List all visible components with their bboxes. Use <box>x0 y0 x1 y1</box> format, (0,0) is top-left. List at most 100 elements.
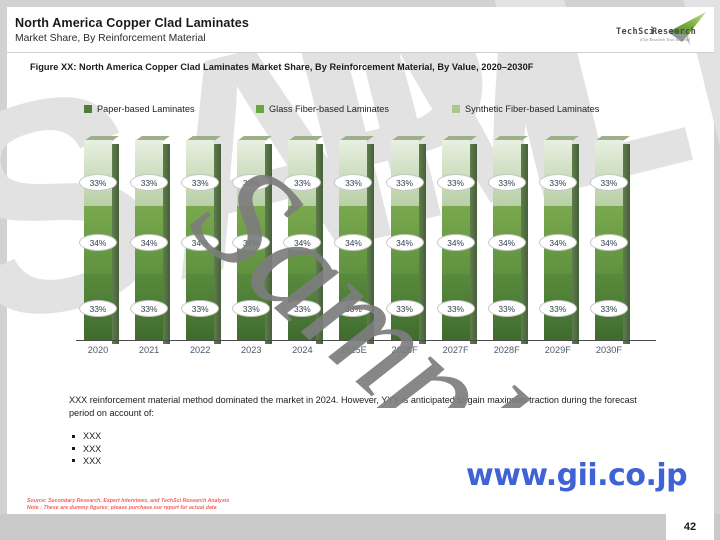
bar-data-label: 33% <box>79 174 117 191</box>
body-paragraph: XXX reinforcement material method domina… <box>69 395 637 418</box>
bar-data-label: 33% <box>130 300 169 317</box>
legend-item-paper-based: Paper-based Laminates <box>84 104 195 114</box>
bar-segment-synthetic-fiber-based-laminates <box>543 140 572 206</box>
legend-item-glass-fiber: Glass Fiber-based Laminates <box>256 104 389 114</box>
bar-segment-synthetic-fiber-based-laminates <box>390 140 419 206</box>
bar-data-label: 33% <box>334 300 373 317</box>
x-axis-line <box>76 340 656 342</box>
bar-data-label: 34% <box>334 234 373 251</box>
chart-legend: Paper-based Laminates Glass Fiber-based … <box>84 104 644 118</box>
bar-segment-synthetic-fiber-based-laminates <box>237 140 266 206</box>
bar-data-label: 33% <box>232 300 271 317</box>
gii-site-watermark: www.gii.co.jp <box>466 458 688 493</box>
x-tick-2028F: 2028F <box>493 345 520 355</box>
page-subtitle: Market Share, By Reinforcement Material <box>15 33 206 44</box>
note-line: Note : These are dummy figures; please p… <box>27 505 217 511</box>
bar-data-label: 33% <box>436 300 475 317</box>
legend-item-synthetic-fiber: Synthetic Fiber-based Laminates <box>452 104 599 114</box>
bar-data-label: 34% <box>232 234 271 251</box>
bar-data-label: 33% <box>79 300 117 317</box>
svg-text:(Our Research Your Success): (Our Research Your Success) <box>640 37 691 42</box>
x-tick-2023: 2023 <box>241 345 262 355</box>
bar-2026F: 33% 34% 33% <box>385 136 426 344</box>
bar-data-label: 33% <box>538 174 577 191</box>
bar-data-label: 33% <box>385 300 424 317</box>
legend-swatch-icon <box>256 105 264 113</box>
list-item-label: XXX <box>83 431 102 442</box>
legend-label: Paper-based Laminates <box>97 104 195 114</box>
legend-swatch-icon <box>84 105 92 113</box>
x-tick-2025E: 2025E <box>340 345 367 355</box>
page-title: North America Copper Clad Laminates <box>15 16 249 30</box>
x-tick-2021: 2021 <box>138 345 160 355</box>
bar-segment-synthetic-fiber-based-laminates <box>186 140 215 206</box>
bar-data-label: 33% <box>334 174 373 191</box>
x-tick-2024: 2024 <box>292 345 313 355</box>
source-line: Source: Secondary Research, Expert Inter… <box>27 498 230 504</box>
bar-data-label: 33% <box>130 174 169 191</box>
bar-data-label: 34% <box>436 234 475 251</box>
bar-data-label: 33% <box>283 174 322 191</box>
bar-2027F: 33% 34% 33% <box>436 136 477 344</box>
x-tick-2030F: 2030F <box>595 345 622 355</box>
bar-segment-synthetic-fiber-based-laminates <box>441 140 470 206</box>
bar-2030F: 33% 34% 33% <box>589 136 630 344</box>
bar-data-label: 33% <box>487 174 526 191</box>
bullet-square-icon <box>72 447 75 451</box>
list-item-label: XXX <box>83 455 102 466</box>
bullet-square-icon <box>72 459 75 463</box>
bar-segment-synthetic-fiber-based-laminates <box>84 140 112 206</box>
bar-2021: 33% 34% 33% <box>130 136 171 344</box>
bar-data-label: 33% <box>232 174 271 191</box>
page-number: 42 <box>666 514 714 540</box>
list-item: XXX <box>72 442 372 454</box>
bar-segment-synthetic-fiber-based-laminates <box>135 140 164 206</box>
svg-text:Research: Research <box>652 27 696 37</box>
bar-data-label: 34% <box>589 234 628 251</box>
bar-2025E: 33% 34% 33% <box>334 136 375 344</box>
bar-2020: 33% 34% 33% <box>79 136 119 344</box>
bar-data-label: 33% <box>487 300 526 317</box>
bar-data-label: 34% <box>487 234 526 251</box>
x-tick-2027F: 2027F <box>442 345 469 355</box>
bar-2029F: 33% 34% 33% <box>538 136 579 344</box>
header-divider <box>7 52 714 53</box>
bar-2023: 33% 34% 33% <box>232 136 273 344</box>
x-tick-2026F: 2026F <box>391 345 418 355</box>
bar-2022: 33% 34% 33% <box>181 136 222 344</box>
bar-data-label: 34% <box>181 234 220 251</box>
legend-label: Synthetic Fiber-based Laminates <box>465 104 600 114</box>
bar-segment-synthetic-fiber-based-laminates <box>288 140 317 206</box>
techsci-research-logo: TechSci Research (Our Research Your Succ… <box>606 8 710 48</box>
bar-data-label: 34% <box>538 234 577 251</box>
bar-data-label: 34% <box>79 234 117 251</box>
x-tick-2022: 2022 <box>189 345 211 355</box>
page-top-band <box>0 0 720 7</box>
legend-swatch-icon <box>452 105 460 113</box>
bar-data-label: 34% <box>283 234 322 251</box>
bar-data-label: 33% <box>538 300 577 317</box>
bar-data-label: 34% <box>130 234 169 251</box>
list-item: XXX <box>72 430 372 442</box>
bar-data-label: 34% <box>385 234 424 251</box>
svg-text:TechSci: TechSci <box>616 26 655 37</box>
list-item-label: XXX <box>83 443 102 454</box>
bar-data-label: 33% <box>385 174 424 191</box>
slide-header: North America Copper Clad Laminates Mark… <box>7 7 714 52</box>
page-bottom-band <box>0 514 720 540</box>
figure-title: Figure XX: North America Copper Clad Lam… <box>30 62 534 72</box>
bar-segment-synthetic-fiber-based-laminates <box>492 140 521 206</box>
list-item: XXX <box>72 455 372 467</box>
bar-data-label: 33% <box>283 300 322 317</box>
bullet-square-icon <box>72 434 75 438</box>
stacked-bar-chart: 33% 34% 33% 33% 34% 33% 33% 34% 33% 33% 34% 33% 33% 3… <box>76 134 656 344</box>
page-right-edge <box>714 0 720 540</box>
x-tick-2029F: 2029F <box>544 345 571 355</box>
bar-data-label: 33% <box>181 300 220 317</box>
bar-segment-synthetic-fiber-based-laminates <box>594 140 623 206</box>
x-tick-2020: 2020 <box>87 345 109 355</box>
bar-2024: 33% 34% 33% <box>283 136 324 344</box>
bar-data-label: 33% <box>589 174 628 191</box>
source-note: Source: Secondary Research, Expert Inter… <box>27 498 229 512</box>
